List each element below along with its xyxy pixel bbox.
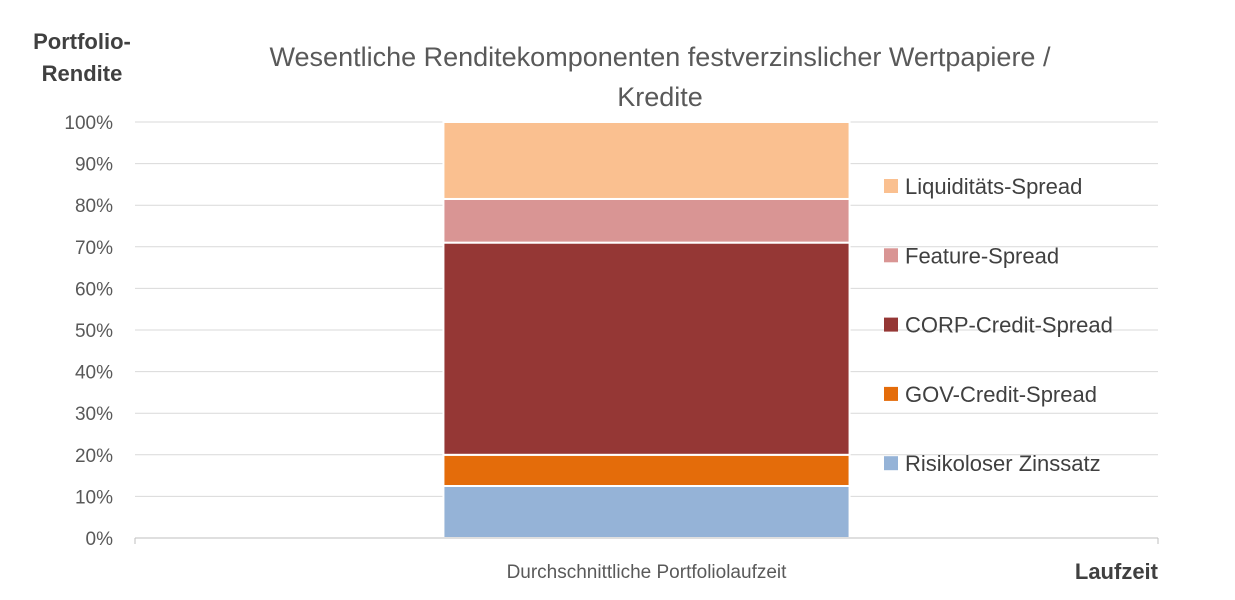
- y-tick-label: 90%: [75, 155, 113, 176]
- y-tick-label: 20%: [75, 446, 113, 467]
- y-tick-label: 60%: [75, 279, 113, 300]
- bars: [442, 121, 851, 539]
- legend-label: Feature-Spread: [905, 243, 1059, 268]
- chart-title-line-1: Wesentliche Renditekomponenten festverzi…: [270, 42, 1051, 72]
- legend-label: Risikoloser Zinssatz: [905, 451, 1101, 476]
- category-labels: Durchschnittliche Portfoliolaufzeit: [507, 562, 788, 583]
- legend-swatch: [884, 317, 898, 332]
- y-axis-label-line-1: Portfolio-: [33, 29, 131, 54]
- y-tick-label: 30%: [75, 404, 113, 425]
- bar-segment: [442, 453, 851, 487]
- bar-segment: [442, 241, 851, 456]
- chart-title-line-2: Kredite: [617, 82, 703, 112]
- y-tick-label: 80%: [75, 196, 113, 217]
- legend-label: GOV-Credit-Spread: [905, 382, 1097, 407]
- category-label: Durchschnittliche Portfoliolaufzeit: [507, 562, 788, 583]
- legend-swatch: [884, 248, 898, 263]
- y-axis-label-line-2: Rendite: [42, 61, 123, 86]
- y-tick-label: 70%: [75, 238, 113, 259]
- bar-segment: [442, 197, 851, 244]
- y-tick-label: 50%: [75, 321, 113, 342]
- legend-swatch: [884, 456, 898, 471]
- bar-segment: [442, 485, 851, 539]
- legend-label: Liquiditäts-Spread: [905, 174, 1082, 199]
- y-tick-labels: 0% 10% 20% 30% 40% 50% 60% 70% 80% 90% 100%: [64, 113, 113, 550]
- bar-segment: [442, 121, 851, 200]
- y-tick-label: 40%: [75, 363, 113, 384]
- x-axis-label: Laufzeit: [1075, 559, 1159, 584]
- legend-label: CORP-Credit-Spread: [905, 313, 1113, 338]
- legend-swatch: [884, 386, 898, 401]
- legend-swatch: [884, 179, 898, 193]
- y-tick-label: 100%: [64, 113, 113, 134]
- legend: Liquiditäts-Spread Feature-Spread CORP-Cre…: [884, 174, 1113, 476]
- y-tick-label: 10%: [75, 487, 113, 508]
- y-tick-label: 0%: [86, 529, 114, 550]
